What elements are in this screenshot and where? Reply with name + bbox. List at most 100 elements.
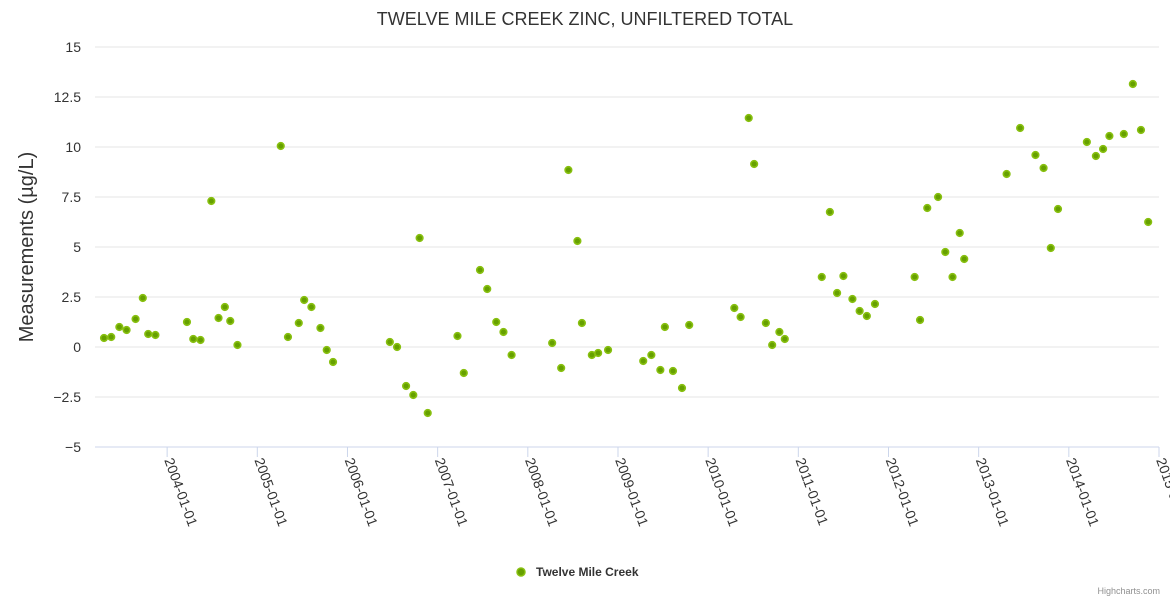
legend-item[interactable]: Twelve Mile Creek (516, 565, 639, 579)
data-point[interactable] (557, 363, 566, 373)
data-point[interactable] (730, 303, 739, 313)
data-point[interactable] (423, 408, 432, 418)
data-point[interactable] (300, 295, 309, 305)
data-point[interactable] (817, 272, 826, 282)
data-point[interactable] (660, 322, 669, 332)
data-point[interactable] (151, 330, 160, 340)
data-point[interactable] (761, 318, 770, 328)
data-point[interactable] (122, 325, 131, 335)
data-point[interactable] (923, 203, 932, 213)
data-point[interactable] (870, 299, 880, 309)
x-tick-label: 2009-01-01 (612, 456, 652, 529)
data-point[interactable] (131, 314, 140, 324)
data-point[interactable] (1105, 131, 1114, 141)
data-point[interactable] (475, 265, 485, 275)
data-point[interactable] (744, 113, 753, 123)
data-point[interactable] (862, 311, 871, 321)
credits-link[interactable]: Highcharts.com (1097, 586, 1160, 596)
data-point[interactable] (656, 365, 665, 375)
data-point[interactable] (1128, 79, 1137, 89)
data-point[interactable] (507, 350, 516, 360)
data-point[interactable] (492, 317, 501, 327)
data-point[interactable] (1031, 150, 1040, 160)
data-point[interactable] (775, 327, 784, 337)
data-point[interactable] (392, 342, 402, 352)
data-point[interactable] (910, 272, 919, 282)
chart-title: TWELVE MILE CREEK ZINC, UNFILTERED TOTAL (377, 9, 793, 29)
data-point[interactable] (283, 332, 293, 342)
data-point[interactable] (915, 315, 925, 325)
data-point[interactable] (107, 332, 116, 342)
data-point[interactable] (1136, 125, 1146, 135)
data-point[interactable] (750, 159, 759, 169)
data-point[interactable] (316, 323, 325, 333)
data-point[interactable] (401, 381, 411, 391)
data-point[interactable] (960, 254, 969, 264)
data-point[interactable] (941, 247, 950, 257)
data-point[interactable] (548, 338, 557, 348)
data-point[interactable] (99, 333, 109, 343)
data-point[interactable] (322, 345, 331, 355)
data-point[interactable] (668, 366, 678, 376)
data-point[interactable] (933, 192, 943, 202)
data-point[interactable] (1082, 137, 1091, 147)
data-point[interactable] (685, 320, 694, 330)
data-point[interactable] (825, 207, 834, 217)
data-point[interactable] (207, 196, 216, 206)
data-point[interactable] (573, 236, 582, 246)
data-point[interactable] (499, 327, 508, 337)
data-point[interactable] (1098, 144, 1108, 154)
data-point[interactable] (1039, 163, 1048, 173)
data-point[interactable] (1119, 129, 1128, 139)
data-point[interactable] (276, 141, 285, 151)
data-point[interactable] (233, 340, 242, 350)
data-point[interactable] (138, 293, 147, 303)
data-point[interactable] (453, 331, 462, 341)
data-point[interactable] (196, 335, 205, 345)
data-point[interactable] (459, 368, 468, 378)
y-tick-label: 5 (73, 239, 81, 255)
data-point[interactable] (220, 302, 229, 312)
data-point[interactable] (848, 294, 857, 304)
y-tick-label: −5 (65, 439, 81, 455)
data-point[interactable] (577, 318, 587, 328)
data-point[interactable] (483, 284, 492, 294)
x-tick-label: 2004-01-01 (161, 456, 201, 529)
data-point[interactable] (639, 356, 648, 366)
data-point[interactable] (603, 345, 613, 355)
data-point[interactable] (189, 334, 198, 344)
data-point[interactable] (855, 306, 864, 316)
data-point[interactable] (115, 322, 124, 332)
data-point[interactable] (736, 312, 745, 322)
data-point[interactable] (415, 233, 424, 243)
data-point[interactable] (144, 329, 153, 339)
data-point[interactable] (1053, 204, 1063, 214)
data-point[interactable] (647, 350, 656, 360)
data-point[interactable] (948, 272, 957, 282)
data-point[interactable] (839, 271, 848, 281)
data-point[interactable] (226, 316, 235, 326)
data-point[interactable] (1046, 243, 1055, 253)
data-point[interactable] (214, 313, 223, 323)
x-tick-label: 2014-01-01 (1063, 456, 1103, 529)
y-tick-label: 0 (73, 339, 81, 355)
data-point[interactable] (768, 340, 777, 350)
y-tick-label: 12.5 (54, 89, 81, 105)
data-point[interactable] (1144, 217, 1153, 227)
data-point[interactable] (385, 337, 394, 347)
data-point[interactable] (564, 165, 573, 175)
data-point[interactable] (780, 334, 789, 344)
data-point[interactable] (328, 357, 338, 367)
data-point[interactable] (832, 288, 842, 298)
data-point[interactable] (955, 228, 964, 238)
data-point[interactable] (677, 383, 687, 393)
data-point[interactable] (594, 348, 603, 358)
data-point[interactable] (182, 317, 192, 327)
data-point[interactable] (1091, 151, 1100, 161)
data-point[interactable] (307, 302, 316, 312)
x-tick-label: 2010-01-01 (702, 456, 742, 529)
data-point[interactable] (294, 318, 303, 328)
data-point[interactable] (1002, 169, 1011, 179)
data-point[interactable] (1016, 123, 1025, 133)
data-point[interactable] (409, 390, 418, 400)
